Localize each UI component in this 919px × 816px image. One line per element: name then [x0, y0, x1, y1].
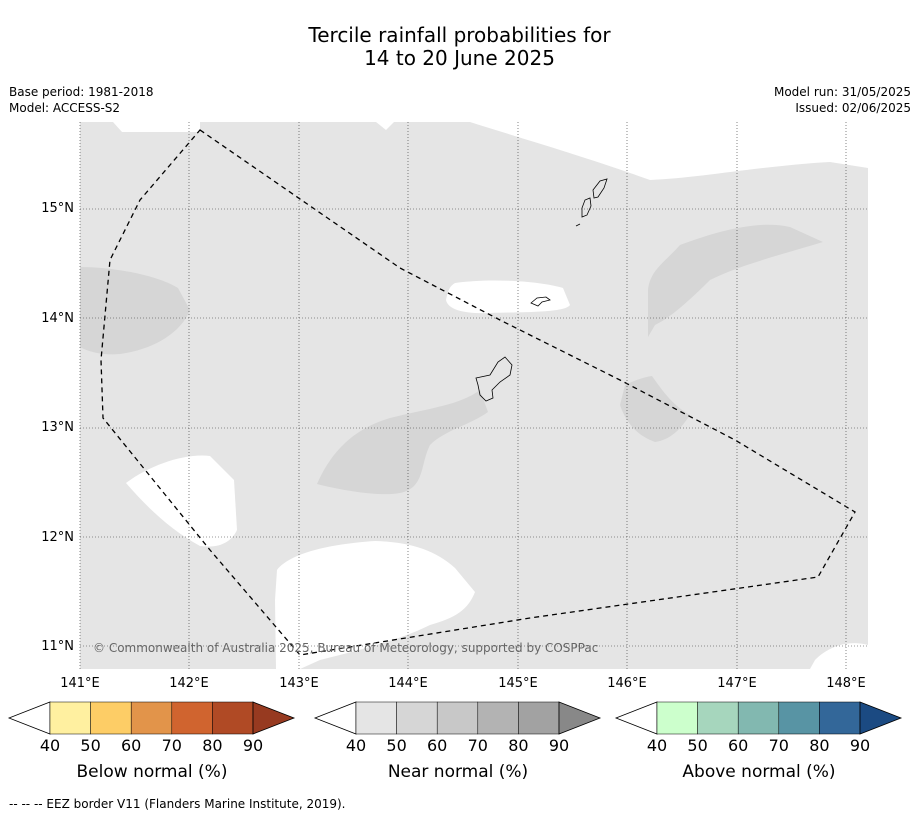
eez-border — [100, 129, 856, 656]
near-normal-tick-label: 80 — [508, 736, 529, 755]
near-normal-bin-1 — [355, 701, 397, 735]
above-normal-low-extend — [614, 701, 658, 735]
below-normal-label: Below normal (%) — [76, 762, 228, 782]
lon-tick-143e: 143°E — [279, 676, 319, 691]
model-text: Model: ACCESS-S2 — [9, 101, 121, 115]
near-normal-tick-label: 40 — [345, 736, 367, 755]
meta-left: Base period: 1981-2018 Model: ACCESS-S2 — [9, 84, 154, 116]
chart-title-line1: Tercile rainfall probabilities for — [308, 23, 611, 47]
lon-tick-142e: 142°E — [169, 676, 209, 691]
above-normal-tick-label: 90 — [849, 736, 871, 755]
aguijan-island — [575, 223, 581, 227]
above-normal-bin-1 — [656, 701, 698, 735]
above-normal-bin-5 — [819, 701, 861, 735]
above-normal-tick-label: 50 — [687, 736, 708, 755]
guam-island — [475, 356, 513, 402]
below-normal-high-extend — [252, 701, 296, 735]
near-normal-label: Near normal (%) — [387, 762, 529, 782]
model-run-text: Model run: 31/05/2025 — [773, 85, 911, 99]
below-normal-tick-label: 70 — [161, 736, 182, 755]
eez-footnote: -- -- -- EEZ border V11 (Flanders Marine… — [9, 797, 346, 811]
rota-island — [530, 296, 551, 307]
above-normal-tick-label: 60 — [728, 736, 749, 755]
near-normal-bin-4 — [477, 701, 519, 735]
saipan-island — [592, 178, 608, 199]
above-normal-bin-3 — [737, 701, 780, 735]
below-normal-bin-1 — [49, 701, 91, 735]
below-normal-tick-label: 50 — [80, 736, 101, 755]
near-normal-50-60-region-3 — [648, 224, 823, 337]
lon-tick-144e: 144°E — [388, 676, 428, 691]
near-normal-colorbar — [313, 701, 602, 735]
near-normal-tick-label: 70 — [467, 736, 488, 755]
meta-right: Model run: 31/05/2025 Issued: 02/06/2025 — [774, 84, 911, 116]
below-normal-tick-label: 60 — [121, 736, 142, 755]
below-normal-tick-label: 90 — [242, 736, 264, 755]
lat-tick-11n: 11°N — [41, 639, 74, 654]
lon-tick-145e: 145°E — [498, 676, 538, 691]
above-normal-label: Above normal (%) — [682, 762, 836, 782]
lat-tick-13n: 13°N — [41, 420, 74, 435]
near-normal-50-60-region-2 — [317, 390, 488, 495]
above-normal-colorbar — [614, 701, 903, 735]
issued-text: Issued: 02/06/2025 — [795, 101, 911, 115]
near-normal-bin-2 — [396, 701, 438, 735]
near-normal-tick-label: 60 — [427, 736, 448, 755]
below-normal-bin-5 — [212, 701, 254, 735]
below-normal-bin-2 — [90, 701, 132, 735]
lat-tick-15n: 15°N — [41, 201, 74, 216]
near-normal-high-extend — [558, 701, 602, 735]
above-normal-tick-label: 40 — [646, 736, 668, 755]
near-normal-bin-3 — [436, 701, 479, 735]
near-normal-low-extend — [313, 701, 357, 735]
colorbar-legend — [7, 701, 903, 735]
near-normal-tick-label: 50 — [386, 736, 407, 755]
copyright-text: © Commonwealth of Australia 2025, Bureau… — [93, 641, 599, 655]
below-normal-low-extend — [7, 701, 51, 735]
below-normal-colorbar — [7, 701, 296, 735]
below-normal-tick-label: 40 — [39, 736, 61, 755]
below-normal-tick-label: 80 — [202, 736, 223, 755]
white-area-1 — [446, 280, 570, 314]
tinian-island — [581, 197, 592, 218]
above-normal-bin-4 — [778, 701, 820, 735]
above-normal-high-extend — [859, 701, 903, 735]
near-normal-bin-5 — [518, 701, 560, 735]
above-normal-bin-2 — [697, 701, 739, 735]
gridlines — [79, 122, 868, 669]
white-area-2 — [126, 455, 237, 547]
below-normal-bin-3 — [130, 701, 173, 735]
near-normal-tick-label: 90 — [548, 736, 570, 755]
lon-tick-148e: 148°E — [826, 676, 866, 691]
lon-tick-141e: 141°E — [60, 676, 100, 691]
base-period-text: Base period: 1981-2018 — [9, 85, 154, 99]
near-normal-50-60-region-4 — [620, 376, 690, 442]
lon-tick-146e: 146°E — [607, 676, 647, 691]
lat-tick-12n: 12°N — [41, 530, 74, 545]
lon-tick-147e: 147°E — [717, 676, 757, 691]
white-area-3 — [275, 541, 475, 669]
chart-title-line2: 14 to 20 June 2025 — [364, 46, 555, 70]
below-normal-bin-4 — [171, 701, 213, 735]
lat-tick-14n: 14°N — [41, 311, 74, 326]
above-normal-tick-label: 70 — [768, 736, 789, 755]
above-normal-tick-label: 80 — [809, 736, 830, 755]
